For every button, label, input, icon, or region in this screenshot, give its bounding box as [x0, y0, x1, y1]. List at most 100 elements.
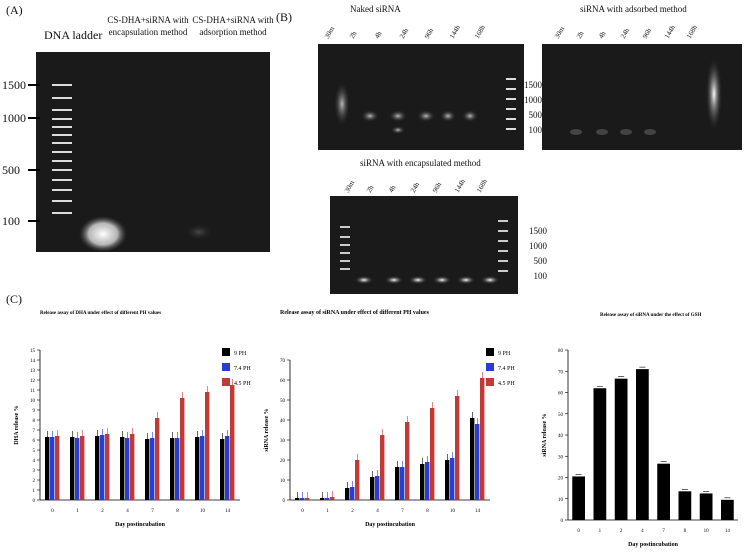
bar	[300, 498, 305, 500]
x-tick-label: 4	[641, 529, 644, 534]
legend-label: 4.5 PH	[234, 381, 251, 387]
bar	[593, 388, 607, 520]
bar	[400, 467, 405, 500]
x-tick-label: 0	[51, 509, 54, 514]
x-axis-label: Day postincubation	[115, 522, 166, 528]
chart-title: Release assay of DHA under effect of dif…	[40, 311, 161, 316]
bar	[305, 498, 310, 500]
gel-a-header-adsorption: CS-DHA+siRNA with adsorption method	[192, 15, 274, 37]
x-tick-label: 2	[101, 509, 104, 514]
bar	[170, 438, 175, 500]
lane-label-2h: 2h	[365, 183, 376, 194]
y-tick-label: 70	[280, 359, 286, 364]
bar	[475, 424, 480, 500]
bar	[180, 398, 185, 500]
legend-label: 7.4 PH	[498, 366, 515, 372]
gel1-marker-1000: 1000	[524, 95, 542, 105]
chart-title: Release assay of siRNA under effect of d…	[280, 310, 430, 316]
lane-label-168h: 168h	[475, 177, 489, 194]
lane-label-144h: 144h	[448, 23, 462, 40]
bar	[120, 437, 125, 500]
gel1-marker-500: 500	[528, 110, 543, 120]
lane-label-30m: 30m	[553, 25, 567, 40]
panel-a-label: (A)	[6, 3, 23, 17]
lane-label-2h: 2h	[575, 29, 586, 40]
gel3-title: siRNA with encapsulated method	[360, 158, 481, 168]
lane-label-4h: 4h	[597, 29, 608, 40]
y-tick-label: 40	[280, 419, 286, 424]
marker-100: 100	[2, 214, 20, 228]
bar	[350, 487, 355, 500]
legend-swatch	[486, 348, 494, 356]
x-tick-label: 0	[577, 529, 580, 534]
x-tick-label: 14	[225, 509, 231, 514]
bar	[155, 418, 160, 500]
y-tick-label: 15	[30, 349, 36, 354]
legend-swatch	[486, 363, 494, 371]
bar	[70, 437, 75, 500]
y-tick-label: 50	[280, 399, 286, 404]
gel1-bands	[334, 78, 516, 134]
y-tick-label: 9	[33, 409, 36, 414]
x-axis-label: Day postincubation	[365, 522, 416, 528]
gel2-bands	[570, 58, 722, 135]
bar	[450, 458, 455, 500]
y-tick-label: 30	[280, 439, 286, 444]
bar	[175, 438, 180, 500]
bar	[225, 436, 230, 500]
x-tick-label: 0	[301, 509, 304, 514]
bar	[55, 436, 60, 500]
legend-swatch	[222, 348, 230, 356]
bar	[405, 422, 410, 500]
gel-image-b1	[318, 44, 524, 150]
lane-label-96h: 96h	[423, 26, 436, 40]
legend-swatch	[222, 363, 230, 371]
gel-a-header-encapsulation: CS-DHA+siRNA with encapsulation method	[107, 15, 189, 37]
legend-label: 4.5 PH	[498, 381, 515, 387]
lane-label-96h: 96h	[431, 180, 444, 194]
bar	[425, 462, 430, 500]
bar	[420, 464, 425, 500]
y-tick-label: 12	[30, 379, 36, 384]
y-axis-label: siRNA release %	[542, 413, 548, 456]
bar	[325, 498, 330, 500]
x-tick-label: 7	[401, 509, 404, 514]
legend-swatch	[486, 378, 494, 386]
panel-c-label: (C)	[6, 292, 22, 306]
x-tick-label: 8	[426, 509, 429, 514]
bar	[330, 497, 335, 500]
x-tick-label: 10	[200, 509, 206, 514]
gel-a-header-ladder: DNA ladder	[44, 28, 103, 42]
bar	[105, 434, 110, 500]
bar	[205, 392, 210, 500]
bar	[721, 499, 734, 520]
y-tick-label: 30	[558, 455, 564, 460]
gel-a-bands	[52, 84, 213, 252]
bar	[200, 436, 205, 500]
y-tick-label: 60	[280, 379, 286, 384]
y-tick-label: 13	[30, 369, 36, 374]
y-axis-label: DHA release %	[14, 405, 20, 445]
y-tick-label: 4	[33, 459, 36, 464]
gel2-lane-labels: 30m 2h 4h 24h 96h 144h 168h	[553, 14, 740, 44]
bar	[150, 438, 155, 500]
bar	[480, 378, 485, 500]
lane-label-96h: 96h	[641, 26, 654, 40]
chart-dha-ph: Release assay of DHA under effect of dif…	[14, 311, 251, 528]
gel1-marker-1500: 1500	[524, 80, 542, 90]
x-tick-label: 10	[704, 529, 710, 534]
x-tick-label: 8	[176, 509, 179, 514]
x-tick-label: 7	[662, 529, 665, 534]
charts-panel-c: Release assay of DHA under effect of dif…	[14, 310, 738, 548]
y-tick-label: 60	[558, 392, 564, 397]
lane-label-4h: 4h	[373, 29, 384, 40]
bar	[145, 439, 150, 500]
bar	[295, 498, 300, 500]
gel1-marker-100: 100	[528, 125, 543, 135]
bar	[380, 435, 385, 500]
legend-label: 9 PH	[498, 351, 511, 357]
bar	[636, 369, 649, 520]
x-tick-label: 14	[475, 509, 481, 514]
lane-label-168h: 168h	[473, 23, 487, 40]
lane-label-24h: 24h	[398, 26, 411, 40]
